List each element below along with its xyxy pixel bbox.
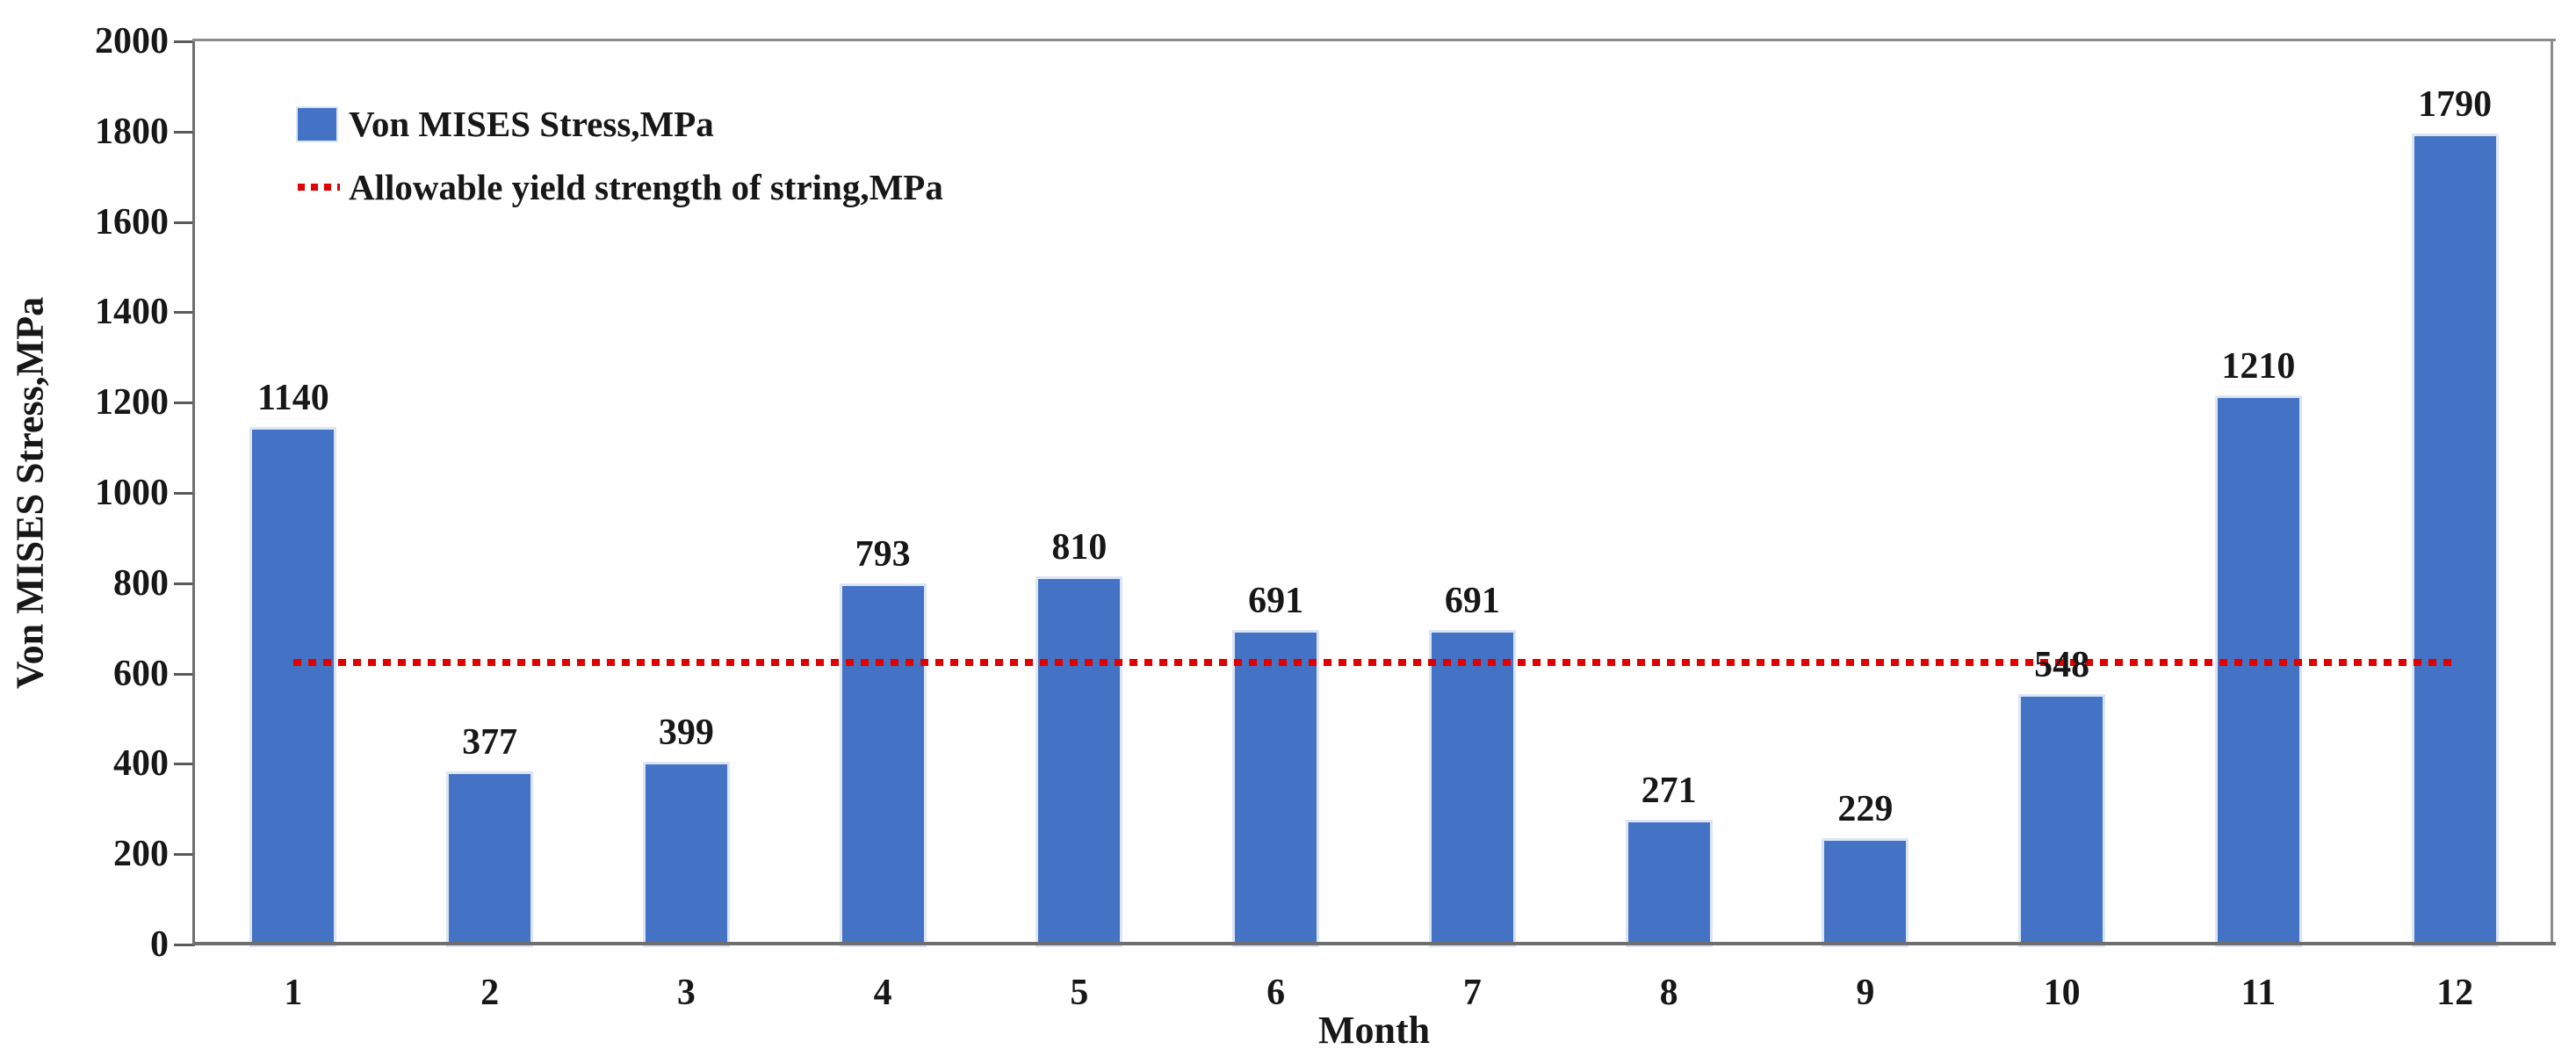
plot-top-border	[192, 39, 2556, 41]
x-tick-label: 11	[2240, 973, 2277, 1013]
x-tick-label: 4	[873, 973, 892, 1013]
x-tick-label: 7	[1462, 973, 1482, 1013]
y-tick-label: 1400	[95, 292, 169, 333]
bar-value-label: 229	[1837, 789, 1894, 830]
y-tick-mark	[174, 40, 195, 43]
legend-row-threshold: Allowable yield strength of string,MPa	[298, 166, 943, 208]
y-tick-mark	[174, 492, 195, 495]
y-tick-mark	[174, 221, 195, 224]
x-axis-title: Month	[1317, 1009, 1431, 1052]
bar-month-12	[2411, 133, 2499, 947]
bar-value-label: 1790	[2418, 83, 2493, 125]
y-tick-label: 1600	[95, 201, 169, 242]
bar-value-label: 691	[1444, 580, 1500, 621]
bar-value-label: 1140	[257, 378, 329, 419]
y-tick-mark	[174, 311, 195, 315]
y-tick-label: 1200	[95, 382, 169, 423]
x-tick-label: 12	[2436, 973, 2474, 1013]
x-tick-label: 10	[2043, 973, 2081, 1013]
bar-series-swatch-icon	[296, 105, 338, 142]
bar-value-label: 548	[2034, 645, 2090, 686]
x-tick-label: 1	[284, 973, 303, 1013]
legend-bar-label: Von MISES Stress,MPa	[349, 104, 714, 144]
bar-month-9	[1822, 838, 1909, 947]
y-tick-mark	[174, 944, 195, 946]
x-tick-label: 8	[1659, 973, 1678, 1013]
bar-month-2	[446, 771, 534, 947]
bar-month-7	[1428, 629, 1516, 947]
threshold-line	[292, 658, 2456, 666]
bar-month-1	[249, 427, 337, 947]
legend: Von MISES Stress,MPa Allowable yield str…	[296, 103, 943, 208]
legend-threshold-label: Allowable yield strength of string,MPa	[349, 167, 943, 207]
bar-value-label: 810	[1051, 526, 1108, 568]
y-tick-label: 200	[113, 834, 169, 875]
x-tick-label: 6	[1266, 973, 1286, 1013]
bar-month-8	[1625, 819, 1713, 947]
bar-value-label: 793	[855, 534, 911, 575]
threshold-line-swatch-icon	[298, 184, 340, 191]
y-tick-mark	[174, 672, 195, 676]
x-tick-label: 5	[1070, 973, 1089, 1013]
bar-month-5	[1035, 575, 1123, 947]
x-tick-label: 9	[1856, 973, 1875, 1013]
y-tick-label: 1800	[95, 111, 169, 152]
x-tick-label: 3	[676, 973, 696, 1013]
plot-right-border	[2551, 39, 2553, 945]
bar-value-label: 377	[462, 722, 518, 764]
bar-value-label: 1210	[2221, 346, 2296, 387]
y-tick-label: 2000	[95, 21, 169, 62]
bar-month-11	[2214, 395, 2302, 947]
bar-value-label: 271	[1641, 770, 1697, 811]
bar-month-4	[839, 583, 927, 947]
y-tick-mark	[174, 853, 195, 857]
y-tick-label: 0	[150, 924, 169, 965]
y-tick-mark	[174, 582, 195, 585]
y-tick-label: 400	[113, 743, 169, 785]
bar-value-label: 691	[1248, 580, 1304, 621]
bar-value-label: 399	[658, 712, 714, 753]
y-tick-label: 1000	[95, 473, 169, 513]
bar-month-10	[2018, 694, 2106, 947]
y-tick-label: 600	[113, 653, 169, 694]
y-tick-mark	[174, 763, 195, 766]
y-axis-line	[192, 41, 195, 945]
bar-month-6	[1232, 629, 1320, 947]
y-tick-label: 800	[113, 562, 169, 604]
x-axis-line	[192, 942, 2556, 945]
bar-month-3	[642, 761, 730, 947]
y-tick-mark	[174, 130, 195, 134]
legend-row-bars: Von MISES Stress,MPa	[296, 103, 943, 145]
x-tick-label: 2	[480, 973, 500, 1013]
y-tick-mark	[174, 402, 195, 405]
